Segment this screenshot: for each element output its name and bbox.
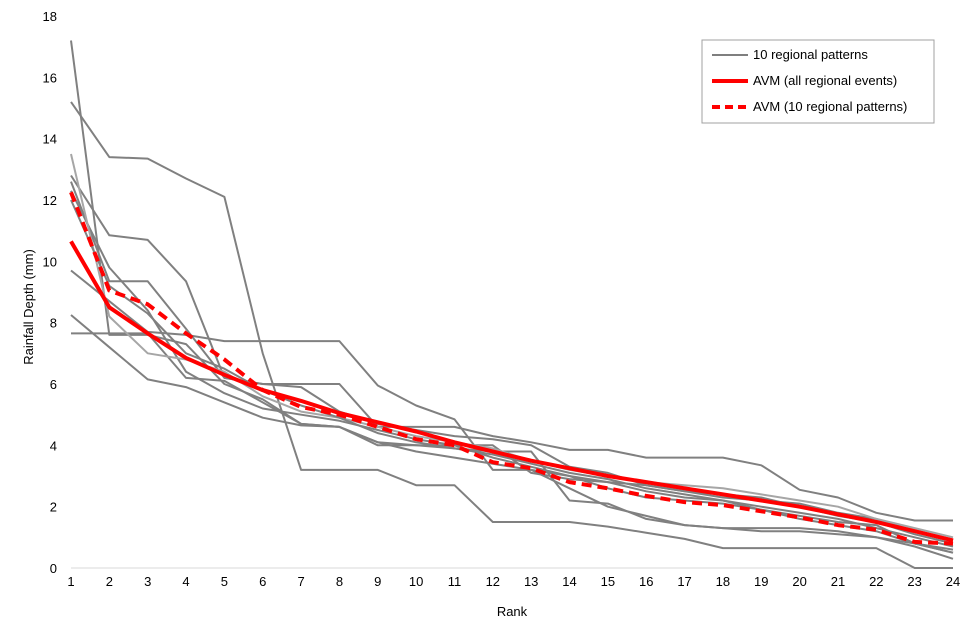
x-tick-label: 8 [336, 574, 343, 589]
x-tick-label: 4 [182, 574, 189, 589]
regional-pattern-line [70, 101, 953, 569]
y-tick-label: 0 [50, 561, 57, 576]
legend: 10 regional patterns AVM (all regional e… [701, 39, 935, 124]
legend-label-patterns: 10 regional patterns [753, 47, 868, 62]
y-tick-label: 2 [50, 500, 57, 515]
regional-pattern-line [70, 174, 953, 522]
regional-pattern-line [70, 199, 954, 548]
x-tick-label: 16 [639, 574, 653, 589]
x-tick-label: 10 [409, 574, 423, 589]
x-tick-label: 21 [831, 574, 845, 589]
legend-label-avm-10: AVM (10 regional patterns) [753, 99, 907, 114]
x-tick-label: 7 [297, 574, 304, 589]
x-tick-label: 11 [448, 574, 462, 589]
y-tick-label: 12 [43, 193, 57, 208]
x-tick-label: 2 [106, 574, 113, 589]
x-tick-label: 18 [716, 574, 730, 589]
x-tick-label: 23 [907, 574, 921, 589]
x-axis-title: Rank [497, 604, 528, 619]
y-tick-label: 4 [50, 438, 57, 453]
y-tick-label: 8 [50, 316, 57, 331]
x-tick-label: 24 [946, 574, 960, 589]
y-tick-label: 10 [43, 254, 57, 269]
regional-pattern-line [71, 332, 954, 560]
x-tick-label: 17 [677, 574, 691, 589]
avm-10-patterns-line [69, 191, 954, 546]
x-tick-label: 15 [601, 574, 615, 589]
x-tick-label: 13 [524, 574, 538, 589]
x-tick-label: 1 [67, 574, 74, 589]
x-tick-label: 19 [754, 574, 768, 589]
x-tick-label: 5 [221, 574, 228, 589]
series-lines [69, 40, 954, 569]
x-tick-label: 12 [486, 574, 500, 589]
y-tick-label: 14 [43, 132, 57, 147]
y-tick-label: 16 [43, 70, 57, 85]
y-tick-label: 6 [50, 377, 57, 392]
x-tick-label: 3 [144, 574, 151, 589]
x-tick-label: 20 [792, 574, 806, 589]
x-tick-label: 22 [869, 574, 883, 589]
x-tick-label: 9 [374, 574, 381, 589]
x-tick-label: 6 [259, 574, 266, 589]
y-axis-title: Rainfall Depth (mm) [21, 249, 36, 365]
x-tick-label: 14 [562, 574, 576, 589]
avm-all-events-line [69, 240, 954, 543]
legend-label-avm-all: AVM (all regional events) [753, 73, 897, 88]
tick-labels: 1 2 3 4 5 6 7 8 9 10 11 12 13 14 15 16 17 18 19 20 21 22 23 240… [43, 9, 961, 589]
y-tick-label: 18 [43, 9, 57, 24]
